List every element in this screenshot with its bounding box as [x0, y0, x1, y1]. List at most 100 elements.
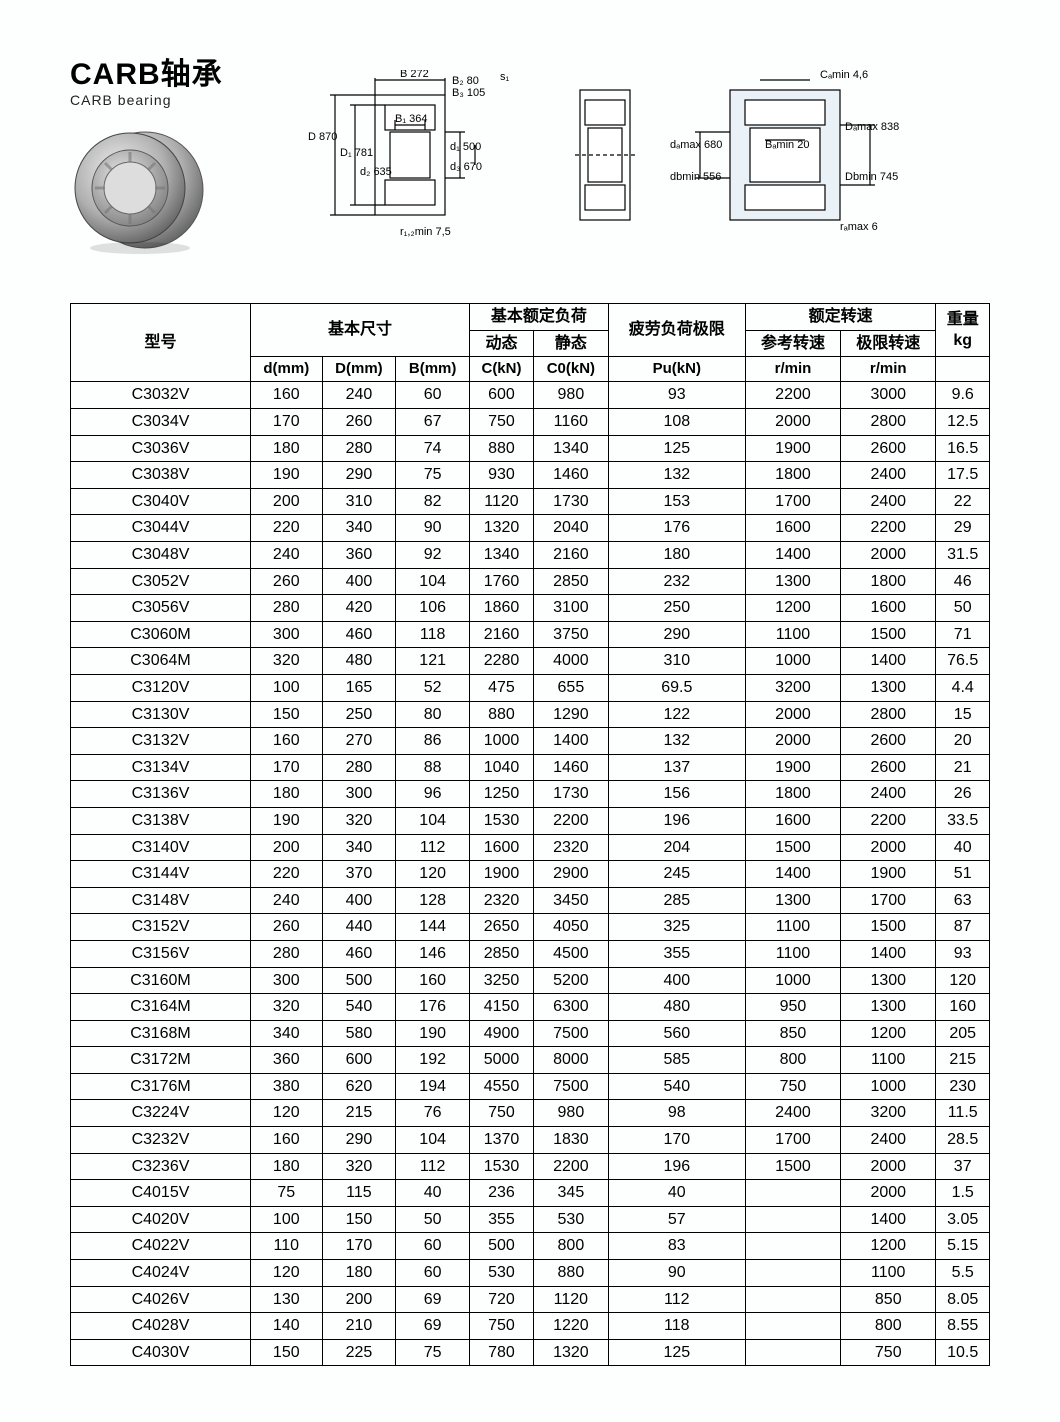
- cell-value: 530: [533, 1206, 608, 1233]
- cell-value: 87: [936, 914, 990, 941]
- cell-value: [745, 1206, 840, 1233]
- table-row: C3052V260400104176028502321300180046: [71, 568, 990, 595]
- cell-value: 580: [322, 1020, 396, 1047]
- diagram-mounting: Cₐmin 4,6 dₐmax 680 Bₐmin 20 dbmin 556 D…: [670, 70, 900, 240]
- cell-value: 12.5: [936, 409, 990, 436]
- cell-value: 1400: [745, 542, 840, 569]
- cell-value: 320: [251, 994, 323, 1021]
- cell-value: 1300: [841, 967, 936, 994]
- cell-value: 1730: [533, 781, 608, 808]
- cell-value: 92: [396, 542, 470, 569]
- cell-value: 1800: [841, 568, 936, 595]
- cell-value: 880: [533, 1260, 608, 1287]
- cell-value: 205: [936, 1020, 990, 1047]
- cell-value: 132: [608, 462, 745, 489]
- cell-value: 115: [322, 1180, 396, 1207]
- page: CARB轴承 CARB bearing: [0, 0, 1060, 1422]
- cell-value: 2400: [745, 1100, 840, 1127]
- cell-value: 3450: [533, 887, 608, 914]
- cell-value: 1100: [841, 1047, 936, 1074]
- cell-value: 125: [608, 1339, 745, 1366]
- cell-value: 2280: [470, 648, 534, 675]
- cell-value: 750: [470, 1313, 534, 1340]
- cell-model: C3160M: [71, 967, 251, 994]
- cell-model: C3048V: [71, 542, 251, 569]
- cell-value: 2900: [533, 861, 608, 888]
- cell-value: 57: [608, 1206, 745, 1233]
- cell-value: 800: [841, 1313, 936, 1340]
- cell-value: 655: [533, 674, 608, 701]
- cell-value: 750: [470, 409, 534, 436]
- cell-value: 2200: [841, 515, 936, 542]
- hdr-Pu: Pu(kN): [608, 357, 745, 382]
- cell-value: 194: [396, 1073, 470, 1100]
- cell-value: 1000: [841, 1073, 936, 1100]
- label-B2: B₂ 80: [452, 75, 479, 87]
- cell-value: 2400: [841, 781, 936, 808]
- cell-value: 200: [322, 1286, 396, 1313]
- cell-value: 3200: [745, 674, 840, 701]
- cell-value: 71: [936, 621, 990, 648]
- diagram-cross-section-2: [560, 70, 650, 240]
- cell-value: 290: [322, 1127, 396, 1154]
- cell-value: 1250: [470, 781, 534, 808]
- cell-value: 153: [608, 488, 745, 515]
- cell-value: 60: [396, 382, 470, 409]
- cell-value: 4900: [470, 1020, 534, 1047]
- cell-value: [745, 1286, 840, 1313]
- cell-value: 1340: [470, 542, 534, 569]
- table-row: C4015V75115402363454020001.5: [71, 1180, 990, 1207]
- cell-value: 1500: [841, 621, 936, 648]
- table-row: C3032V1602406060098093220030009.6: [71, 382, 990, 409]
- cell-value: 1500: [745, 1153, 840, 1180]
- cell-value: 260: [251, 914, 323, 941]
- cell-model: C3140V: [71, 834, 251, 861]
- cell-value: 69.5: [608, 674, 745, 701]
- cell-value: 1400: [841, 648, 936, 675]
- cell-value: 2200: [533, 807, 608, 834]
- cell-value: 170: [608, 1127, 745, 1154]
- cell-model: C3056V: [71, 595, 251, 622]
- cell-model: C3060M: [71, 621, 251, 648]
- cell-value: 200: [251, 834, 323, 861]
- cell-value: 112: [396, 1153, 470, 1180]
- hdr-C: C(kN): [470, 357, 534, 382]
- cell-value: 90: [396, 515, 470, 542]
- cell-value: 2650: [470, 914, 534, 941]
- cell-value: 4.4: [936, 674, 990, 701]
- cell-value: 196: [608, 1153, 745, 1180]
- cell-value: 1860: [470, 595, 534, 622]
- cell-value: 8.55: [936, 1313, 990, 1340]
- spec-table: 型号 基本尺寸 基本额定负荷 疲劳负荷极限 额定转速 重量 kg 动态 静态 参…: [70, 303, 990, 1366]
- label-ramax: rₐmax 6: [840, 221, 878, 233]
- cell-value: 180: [251, 781, 323, 808]
- cell-value: 355: [608, 940, 745, 967]
- cell-value: 180: [251, 435, 323, 462]
- cell-value: 1700: [745, 1127, 840, 1154]
- cell-value: 100: [251, 1206, 323, 1233]
- cell-value: 3100: [533, 595, 608, 622]
- hdr-weight-unit: kg: [953, 332, 972, 349]
- cell-value: 300: [251, 621, 323, 648]
- cell-value: 100: [251, 674, 323, 701]
- cell-value: 240: [322, 382, 396, 409]
- cell-value: 360: [251, 1047, 323, 1074]
- cell-value: 1120: [533, 1286, 608, 1313]
- cell-model: C3172M: [71, 1047, 251, 1074]
- hdr-D: D(mm): [322, 357, 396, 382]
- cell-value: 300: [251, 967, 323, 994]
- cell-model: C3034V: [71, 409, 251, 436]
- cell-value: 320: [322, 1153, 396, 1180]
- hdr-d: d(mm): [251, 357, 323, 382]
- cell-value: 160: [396, 967, 470, 994]
- hdr-C0: C0(kN): [533, 357, 608, 382]
- cell-value: 1400: [841, 1206, 936, 1233]
- cell-value: 1530: [470, 807, 534, 834]
- cell-value: 2000: [841, 1153, 936, 1180]
- cell-value: 1340: [533, 435, 608, 462]
- cell-value: 146: [396, 940, 470, 967]
- cell-value: 480: [608, 994, 745, 1021]
- label-d2: d₂ 635: [360, 166, 392, 178]
- cell-value: 150: [322, 1206, 396, 1233]
- cell-model: C3224V: [71, 1100, 251, 1127]
